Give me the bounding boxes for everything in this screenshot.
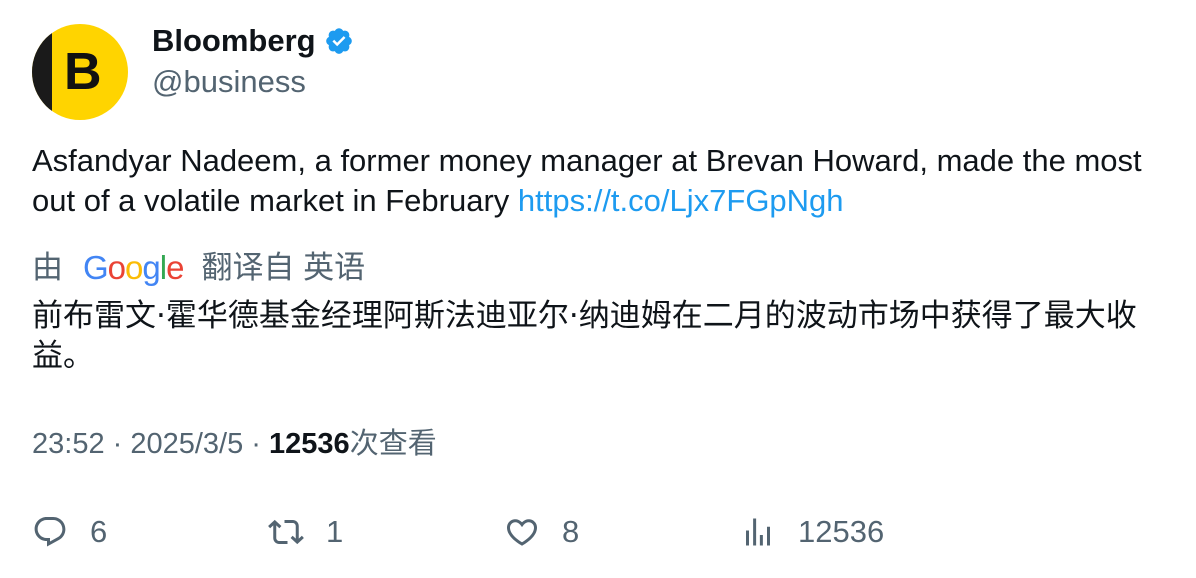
like-button[interactable]: 8 (504, 512, 579, 552)
tweet-date[interactable]: 2025/3/5 (130, 428, 244, 460)
tweet-text: Asfandyar Nadeem, a former money manager… (32, 141, 1162, 221)
meta-separator: · (104, 428, 131, 460)
tweet-meta: 23:52 · 2025/3/5 · 12536次查看 (32, 424, 437, 464)
author-handle[interactable]: @business (152, 64, 306, 99)
tweet-body: Asfandyar Nadeem, a former money manager… (32, 143, 1142, 218)
translation-attribution: 由 Google 翻译自 英语 (32, 248, 365, 288)
author-name-row[interactable]: Bloomberg (152, 22, 354, 60)
views-label: 次查看 (349, 428, 437, 460)
google-logo: Google (83, 249, 184, 286)
avatar[interactable]: B (32, 24, 128, 120)
tweet-time[interactable]: 23:52 (32, 428, 105, 460)
author-display-name[interactable]: Bloomberg (152, 23, 316, 58)
reply-count: 6 (90, 514, 108, 549)
views-action-count: 12536 (798, 514, 885, 549)
like-count: 8 (562, 514, 580, 549)
avatar-letter: B (64, 43, 102, 101)
translated-from-label: 翻译自 英语 (201, 250, 366, 285)
verified-badge-icon (325, 28, 352, 54)
avatar-dark-strip (32, 24, 52, 120)
retweet-icon (268, 519, 304, 545)
translated-tweet-text: 前布雷文·霍华德基金经理阿斯法迪亚尔·纳迪姆在二月的波动市场中获得了最大收益。 (32, 298, 1137, 374)
retweet-button[interactable]: 1 (268, 512, 343, 552)
views-icon (746, 518, 770, 546)
like-icon (506, 519, 538, 546)
tweet-link[interactable]: https://t.co/Ljx7FGpNgh (517, 183, 844, 218)
views-count: 12536 (269, 428, 350, 460)
views-button[interactable]: 12536 (740, 512, 884, 552)
meta-separator: · (243, 428, 270, 460)
translated-by-label: 由 (32, 250, 63, 285)
reply-button[interactable]: 6 (32, 512, 107, 552)
retweet-count: 1 (326, 514, 344, 549)
reply-icon (34, 517, 66, 547)
